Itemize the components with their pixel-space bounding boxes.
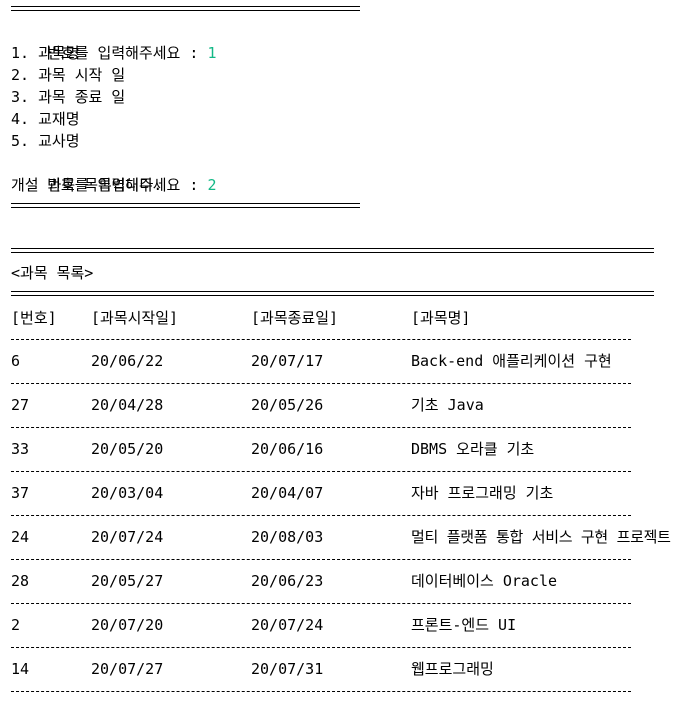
prompt-input-value: 2 — [207, 176, 217, 194]
row-divider — [11, 691, 631, 692]
list-title: <과목 목록> — [11, 264, 94, 282]
row-divider — [11, 427, 631, 428]
cell-end-date: 20/07/24 — [251, 616, 324, 634]
cell-course-name: 데이터베이스 Oracle — [411, 572, 558, 590]
separator-list-header — [11, 291, 654, 296]
cell-start-date: 20/07/24 — [91, 528, 164, 546]
cell-end-date: 20/07/31 — [251, 660, 324, 678]
cell-end-date: 20/06/23 — [251, 572, 324, 590]
cell-start-date: 20/03/04 — [91, 484, 164, 502]
prompt-label: 번호를 입력해주세요 : — [47, 176, 208, 194]
cell-end-date: 20/06/16 — [251, 440, 324, 458]
header-end-date: [과목종료일] — [251, 309, 339, 327]
menu-item: 2. 과목 시작 일 — [11, 66, 126, 84]
menu-item: 4. 교재명 — [11, 110, 80, 128]
cell-start-date: 20/05/27 — [91, 572, 164, 590]
cell-id: 28 — [11, 572, 30, 590]
cell-id: 14 — [11, 660, 30, 678]
menu-item: 1. 과목명 — [11, 44, 80, 62]
cell-course-name: 멀티 플랫폼 통합 서비스 구현 프로젝트 — [411, 528, 671, 546]
cell-start-date: 20/04/28 — [91, 396, 164, 414]
cell-id: 6 — [11, 352, 21, 370]
cell-end-date: 20/07/17 — [251, 352, 324, 370]
row-divider — [11, 383, 631, 384]
cell-course-name: 프론트-엔드 UI — [411, 616, 517, 634]
cell-start-date: 20/07/27 — [91, 660, 164, 678]
row-divider — [11, 471, 631, 472]
header-id: [번호] — [11, 309, 57, 327]
separator-notice — [11, 203, 360, 208]
cell-id: 27 — [11, 396, 30, 414]
menu-item: 5. 교사명 — [11, 132, 80, 150]
cell-course-name: DBMS 오라클 기초 — [411, 440, 535, 458]
cell-start-date: 20/07/20 — [91, 616, 164, 634]
prompt-line-1: 번호를 입력해주세요 : 1 — [11, 20, 216, 62]
notice-text: 개설 과목 목록입니다. — [11, 176, 163, 194]
prompt-label: 번호를 입력해주세요 : — [47, 44, 208, 62]
separator-list-top — [11, 248, 654, 253]
cell-id: 37 — [11, 484, 30, 502]
cell-end-date: 20/08/03 — [251, 528, 324, 546]
cell-end-date: 20/04/07 — [251, 484, 324, 502]
menu-item: 3. 과목 종료 일 — [11, 88, 126, 106]
row-divider — [11, 647, 631, 648]
cell-course-name: 자바 프로그래밍 기초 — [411, 484, 554, 502]
cell-id: 24 — [11, 528, 30, 546]
cell-course-name: Back-end 애플리케이션 구현 — [411, 352, 612, 370]
separator-top — [11, 6, 360, 11]
cell-start-date: 20/06/22 — [91, 352, 164, 370]
cell-id: 33 — [11, 440, 30, 458]
row-divider — [11, 515, 631, 516]
cell-id: 2 — [11, 616, 21, 634]
row-divider — [11, 339, 631, 340]
row-divider — [11, 603, 631, 604]
row-divider — [11, 559, 631, 560]
prompt-line-2: 번호를 입력해주세요 : 2 — [11, 152, 216, 194]
cell-end-date: 20/05/26 — [251, 396, 324, 414]
cell-course-name: 기초 Java — [411, 396, 484, 414]
prompt-input-value: 1 — [207, 44, 217, 62]
header-course-name: [과목명] — [411, 309, 471, 327]
header-start-date: [과목시작일] — [91, 309, 179, 327]
cell-start-date: 20/05/20 — [91, 440, 164, 458]
cell-course-name: 웹프로그래밍 — [411, 660, 494, 678]
